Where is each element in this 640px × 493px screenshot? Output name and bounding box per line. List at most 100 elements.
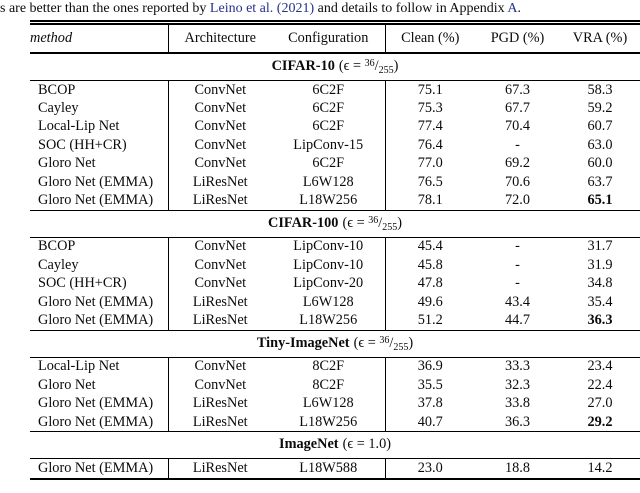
configuration-cell: L6W128 bbox=[272, 394, 386, 413]
architecture-cell: LiResNet bbox=[192, 311, 248, 328]
section-epsilon: (ϵ = 36/255) bbox=[338, 58, 399, 76]
method-cell: Cayley bbox=[30, 256, 169, 275]
configuration-cell: L6W128 bbox=[272, 292, 386, 312]
clean-cell: 76.5 bbox=[417, 173, 443, 190]
col-header-method: method bbox=[30, 20, 169, 54]
table-row: Gloro Net (EMMA) LiResNet L18W256 78.1 7… bbox=[30, 191, 640, 211]
clean-cell: 45.4 bbox=[417, 238, 443, 255]
col-header-pgd: PGD (%) bbox=[475, 20, 560, 54]
clean-cell: 40.7 bbox=[417, 413, 443, 430]
architecture-cell: ConvNet bbox=[194, 358, 247, 375]
vra-cell: 27.0 bbox=[587, 395, 613, 412]
method-cell: BCOP bbox=[30, 237, 169, 257]
table-row: Gloro Net ConvNet 8C2F 35.5 32.3 22.4 bbox=[30, 376, 640, 395]
configuration-cell: L18W588 bbox=[272, 458, 386, 480]
clean-cell: 37.8 bbox=[417, 395, 443, 412]
configuration-cell: L18W256 bbox=[272, 311, 386, 331]
configuration-cell: L6W128 bbox=[272, 172, 386, 192]
section-title: Tiny-ImageNet (ϵ = 36/255) bbox=[30, 329, 640, 358]
appendix-link[interactable]: A bbox=[507, 1, 518, 16]
pgd-cell: 69.2 bbox=[504, 155, 531, 172]
table-row: Gloro Net (EMMA) LiResNet L6W128 37.8 33… bbox=[30, 394, 640, 413]
configuration-cell: 6C2F bbox=[272, 117, 386, 137]
pgd-cell: 33.8 bbox=[504, 395, 531, 412]
architecture-cell: LiResNet bbox=[192, 173, 248, 190]
section-title: CIFAR-10 (ϵ = 36/255) bbox=[30, 52, 640, 81]
caption: s are better than the ones reported by L… bbox=[0, 0, 640, 20]
architecture-cell: LiResNet bbox=[192, 192, 248, 209]
clean-cell: 76.4 bbox=[417, 136, 443, 153]
vra-cell: 23.4 bbox=[587, 358, 613, 375]
clean-cell: 36.9 bbox=[417, 358, 443, 375]
architecture-cell: ConvNet bbox=[194, 136, 247, 153]
caption-text: . bbox=[517, 1, 522, 16]
configuration-cell: 6C2F bbox=[272, 99, 386, 118]
section-epsilon: (ϵ = 36/255) bbox=[353, 334, 414, 353]
clean-cell: 75.3 bbox=[417, 100, 443, 117]
clean-cell: 77.4 bbox=[417, 118, 443, 135]
vra-cell-best: 65.1 bbox=[587, 192, 613, 209]
col-header-configuration: Configuration bbox=[272, 20, 386, 54]
method-cell: Local-Lip Net bbox=[30, 357, 169, 377]
pgd-cell: 18.8 bbox=[475, 458, 560, 480]
table-row: Gloro Net (EMMA) LiResNet L6W128 49.6 43… bbox=[30, 292, 640, 312]
configuration-cell: 8C2F bbox=[272, 357, 386, 377]
table-row: SOC (HH+CR) ConvNet LipConv-20 47.8 - 34… bbox=[30, 274, 640, 293]
clean-cell: 47.8 bbox=[417, 275, 443, 292]
architecture-cell: ConvNet bbox=[194, 256, 247, 273]
pgd-cell: 33.3 bbox=[504, 358, 531, 375]
vra-cell: 35.4 bbox=[587, 293, 613, 310]
pgd-cell: 32.3 bbox=[504, 376, 531, 393]
architecture-cell: LiResNet bbox=[192, 395, 248, 412]
table-row: Gloro Net (EMMA) LiResNet L18W256 51.2 4… bbox=[30, 311, 640, 331]
table-row: Local-Lip Net ConvNet 6C2F 77.4 70.4 60.… bbox=[30, 117, 640, 137]
architecture-cell: LiResNet bbox=[192, 413, 248, 430]
section-header-imagenet: ImageNet (ϵ = 1.0) bbox=[30, 431, 640, 460]
caption-text: and details to follow in Appendix bbox=[314, 1, 508, 16]
pgd-cell: - bbox=[515, 256, 520, 273]
method-cell: Gloro Net bbox=[30, 154, 169, 173]
table-row: Cayley ConvNet 6C2F 75.3 67.7 59.2 bbox=[30, 99, 640, 118]
table-row: Gloro Net (EMMA) LiResNet L6W128 76.5 70… bbox=[30, 172, 640, 192]
clean-cell: 75.1 bbox=[417, 81, 443, 98]
method-cell: Gloro Net (EMMA) bbox=[30, 172, 169, 192]
table-row: Gloro Net ConvNet 6C2F 77.0 69.2 60.0 bbox=[30, 154, 640, 173]
architecture-cell: LiResNet bbox=[168, 458, 272, 480]
pgd-cell: 67.7 bbox=[504, 100, 531, 117]
pgd-cell: 44.7 bbox=[504, 311, 531, 328]
vra-cell-best: 36.3 bbox=[587, 311, 613, 328]
pgd-cell: - bbox=[515, 136, 520, 153]
citation-link[interactable]: Leino et al. (2021) bbox=[209, 1, 315, 16]
configuration-cell: 8C2F bbox=[272, 376, 386, 395]
col-header-clean: Clean (%) bbox=[385, 20, 475, 54]
configuration-cell: LipConv-10 bbox=[272, 237, 386, 257]
architecture-cell: ConvNet bbox=[194, 376, 247, 393]
section-title: CIFAR-100 (ϵ = 36/255) bbox=[30, 209, 640, 238]
table-row: Gloro Net (EMMA) LiResNet L18W256 40.7 3… bbox=[30, 412, 640, 432]
section-epsilon: (ϵ = 36/255) bbox=[342, 214, 402, 233]
table-row: BCOP ConvNet LipConv-10 45.4 - 31.7 bbox=[30, 237, 640, 257]
architecture-cell: ConvNet bbox=[194, 81, 247, 98]
architecture-cell: ConvNet bbox=[194, 238, 247, 255]
method-cell: Gloro Net (EMMA) bbox=[30, 458, 169, 480]
section-header-cifar-10: CIFAR-10 (ϵ = 36/255) bbox=[30, 52, 640, 81]
method-cell: BCOP bbox=[30, 80, 169, 100]
configuration-cell: 6C2F bbox=[272, 154, 386, 173]
vra-cell: 58.3 bbox=[587, 81, 613, 98]
pgd-cell: - bbox=[515, 238, 520, 255]
table-row: Local-Lip Net ConvNet 8C2F 36.9 33.3 23.… bbox=[30, 357, 640, 377]
vra-cell: 22.4 bbox=[587, 376, 613, 393]
vra-cell: 31.7 bbox=[587, 238, 613, 255]
clean-cell: 23.0 bbox=[385, 458, 475, 480]
method-cell: Gloro Net bbox=[30, 376, 169, 395]
pgd-cell: - bbox=[515, 275, 520, 292]
results-table: method Architecture Configuration Clean … bbox=[30, 20, 640, 480]
section-epsilon: (ϵ = 1.0) bbox=[342, 436, 391, 453]
section-dataset-name: ImageNet bbox=[279, 436, 339, 453]
vra-cell: 34.8 bbox=[587, 275, 613, 292]
section-dataset-name: Tiny-ImageNet bbox=[256, 334, 350, 351]
col-header-architecture: Architecture bbox=[168, 20, 272, 54]
pgd-cell: 72.0 bbox=[504, 192, 531, 209]
configuration-cell: LipConv-20 bbox=[272, 274, 386, 293]
